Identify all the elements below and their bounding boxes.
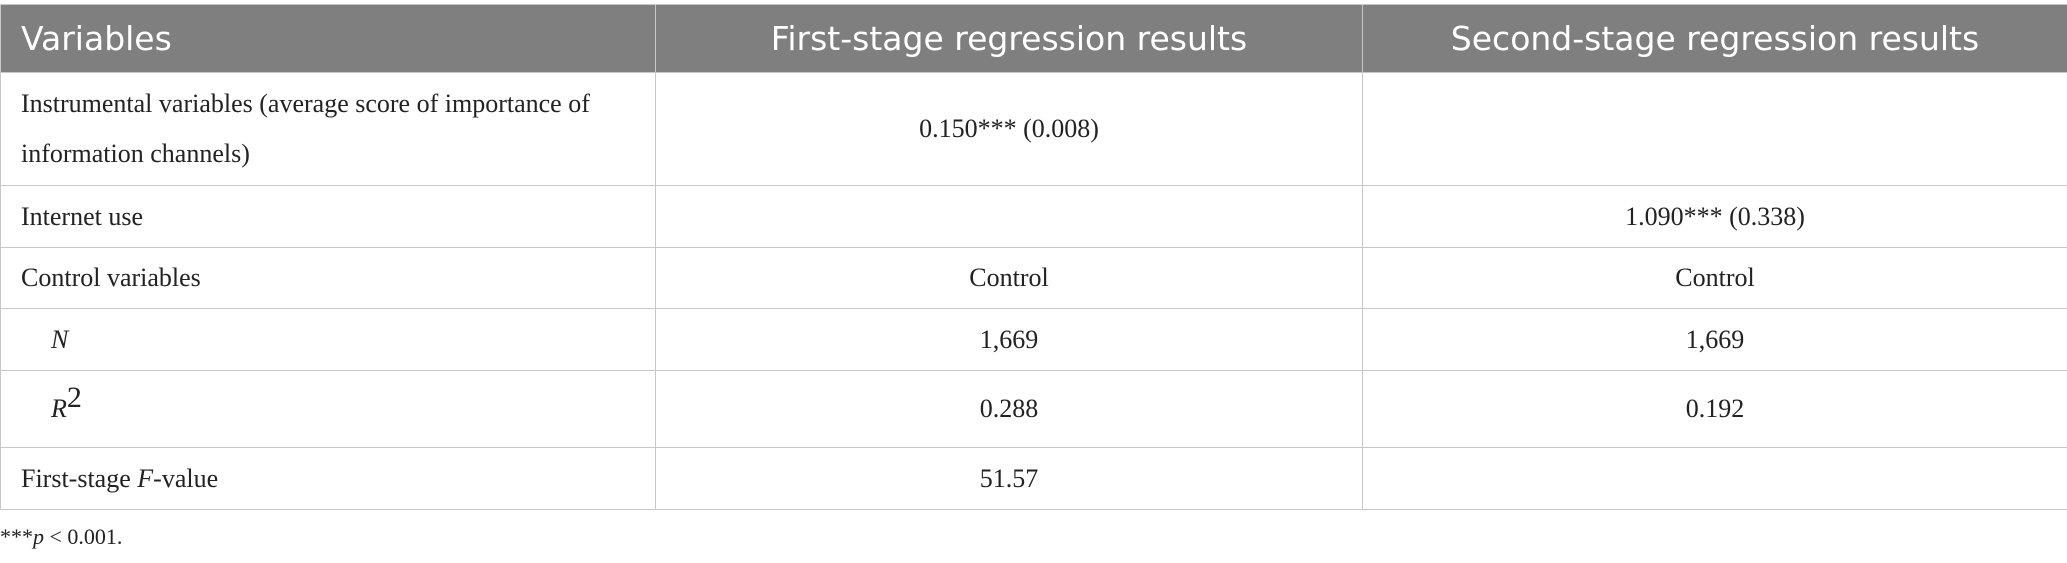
table-cell: N <box>0 308 656 371</box>
header-cell: First-stage regression results <box>655 4 1363 73</box>
text-segment: R <box>51 394 67 423</box>
text-segment: *** <box>0 524 33 549</box>
table-cell: 1.090*** (0.338) <box>1362 185 2067 248</box>
superscript: 2 <box>66 381 82 414</box>
table-cell: Control <box>655 247 1363 309</box>
table-cell <box>1362 72 2067 186</box>
table-row: R2 0.288 0.192 <box>0 370 2067 448</box>
table-cell: 0.150*** (0.008) <box>655 72 1363 186</box>
table-row: Internet use 1.090*** (0.338) <box>0 185 2067 248</box>
table-cell: 0.288 <box>655 370 1363 448</box>
table-cell: Control <box>1362 247 2067 309</box>
header-cell: Variables <box>0 4 656 73</box>
table-cell: 51.57 <box>655 447 1363 510</box>
table-cell: R2 <box>0 370 656 448</box>
table-cell: 0.192 <box>1362 370 2067 448</box>
table-cell: Internet use <box>0 185 656 248</box>
table-row: N 1,669 1,669 <box>0 308 2067 371</box>
table-row: Instrumental variables (average score of… <box>0 72 2067 186</box>
table-cell <box>655 185 1363 248</box>
table-cell: Instrumental variables (average score of… <box>0 72 656 186</box>
header-row: Variables First-stage regression results S… <box>0 4 2067 73</box>
footnote: ***p < 0.001. <box>0 524 122 550</box>
header-cell: Second-stage regression results <box>1362 4 2067 73</box>
text-segment: < 0.001. <box>44 524 123 549</box>
table-row: First-stage F-value 51.57 <box>0 447 2067 510</box>
table-cell: First-stage F-value <box>0 447 656 510</box>
text-segment: p <box>33 524 44 549</box>
table-cell: 1,669 <box>655 308 1363 371</box>
results-table: Variables First-stage regression results S… <box>0 4 2067 510</box>
table-cell: 1,669 <box>1362 308 2067 371</box>
table-row: Control variables Control Control <box>0 247 2067 309</box>
text-segment: First-stage <box>21 463 138 493</box>
table-cell: Control variables <box>0 247 656 309</box>
text-segment: F <box>137 463 154 493</box>
table-body: Instrumental variables (average score of… <box>0 72 2067 510</box>
table-cell <box>1362 447 2067 510</box>
text-segment: N <box>51 324 69 354</box>
text-segment: -value <box>153 463 219 493</box>
